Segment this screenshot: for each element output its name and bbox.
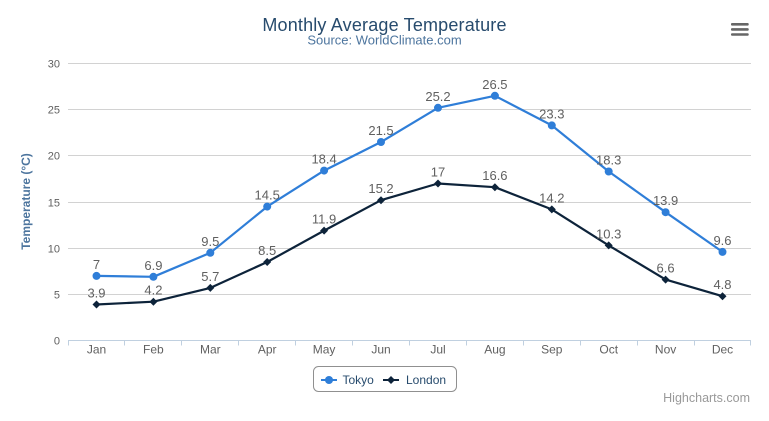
svg-text:11.9: 11.9: [312, 212, 336, 227]
svg-text:20: 20: [48, 151, 60, 163]
svg-text:Tokyo: Tokyo: [343, 373, 375, 387]
svg-text:18.4: 18.4: [311, 152, 336, 167]
svg-text:30: 30: [48, 59, 60, 71]
svg-text:8.5: 8.5: [258, 243, 276, 258]
svg-text:Temperature (°C): Temperature (°C): [19, 153, 33, 250]
svg-text:Dec: Dec: [712, 343, 733, 357]
svg-text:10: 10: [48, 244, 60, 256]
svg-text:4.8: 4.8: [713, 277, 731, 292]
svg-text:5: 5: [54, 290, 60, 302]
svg-text:13.9: 13.9: [653, 193, 678, 208]
svg-text:Highcharts.com: Highcharts.com: [663, 391, 750, 405]
svg-text:14.5: 14.5: [255, 188, 280, 203]
svg-text:Mar: Mar: [200, 343, 221, 357]
svg-text:15: 15: [48, 198, 60, 210]
svg-text:6.9: 6.9: [144, 258, 162, 273]
svg-text:7: 7: [93, 257, 100, 272]
svg-text:3.9: 3.9: [87, 286, 105, 301]
svg-text:Apr: Apr: [258, 343, 277, 357]
svg-text:May: May: [313, 343, 336, 357]
svg-text:9.5: 9.5: [201, 234, 219, 249]
svg-text:Sep: Sep: [541, 343, 563, 357]
svg-text:21.5: 21.5: [368, 123, 393, 138]
svg-text:5.7: 5.7: [201, 269, 219, 284]
svg-text:18.3: 18.3: [596, 153, 621, 168]
svg-text:23.3: 23.3: [539, 106, 564, 121]
svg-text:26.5: 26.5: [482, 77, 507, 92]
svg-text:Feb: Feb: [143, 343, 164, 357]
svg-text:10.3: 10.3: [596, 226, 621, 241]
svg-text:Jun: Jun: [371, 343, 390, 357]
svg-text:Jan: Jan: [87, 343, 106, 357]
svg-text:25.2: 25.2: [425, 89, 450, 104]
svg-text:4.2: 4.2: [144, 283, 162, 298]
svg-text:Monthly Average Temperature: Monthly Average Temperature: [262, 15, 506, 35]
svg-text:16.6: 16.6: [482, 168, 507, 183]
svg-text:17: 17: [431, 165, 445, 180]
svg-text:25: 25: [48, 105, 60, 117]
svg-text:Oct: Oct: [599, 343, 618, 357]
svg-text:15.2: 15.2: [368, 181, 393, 196]
svg-text:Jul: Jul: [430, 343, 445, 357]
svg-text:14.2: 14.2: [539, 190, 564, 205]
svg-text:Source: WorldClimate.com: Source: WorldClimate.com: [307, 33, 461, 48]
svg-text:Aug: Aug: [484, 343, 505, 357]
svg-text:Nov: Nov: [655, 343, 676, 357]
svg-text:0: 0: [54, 336, 60, 348]
svg-text:6.6: 6.6: [657, 261, 675, 276]
svg-text:London: London: [406, 373, 446, 387]
svg-text:9.6: 9.6: [713, 233, 731, 248]
